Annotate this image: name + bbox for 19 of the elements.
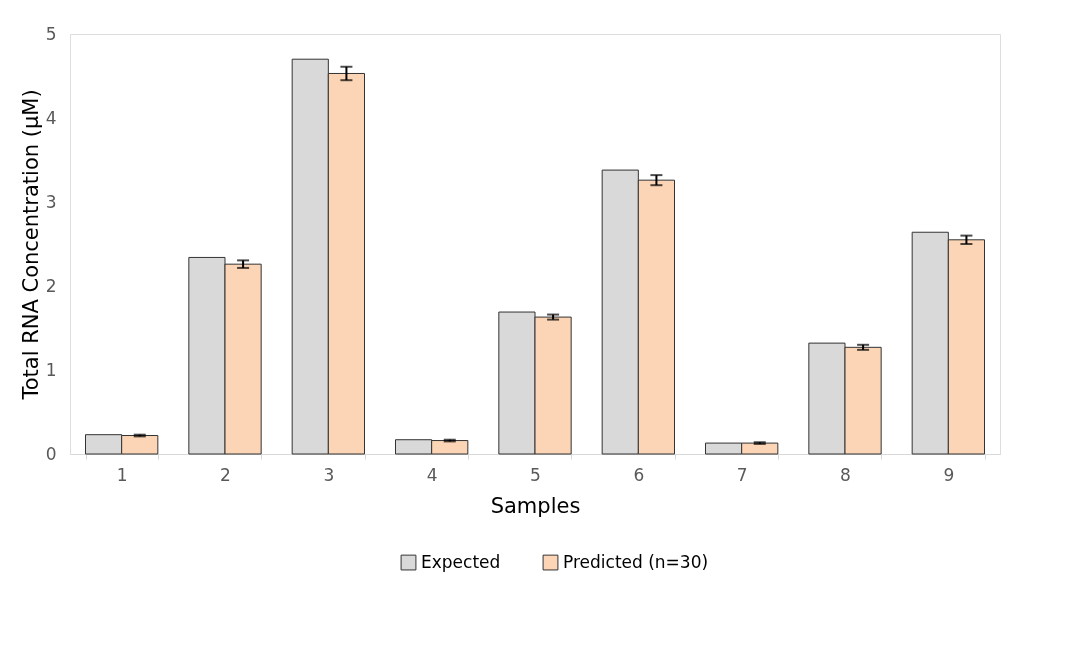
y-tick-label: 5	[45, 23, 57, 44]
y-tick-label: 0	[45, 443, 57, 464]
legend-label: Predicted (n=30)	[563, 551, 709, 572]
x-tick-label: 5	[530, 464, 541, 485]
y-tick-label: 1	[45, 359, 57, 380]
x-axis-title: Samples	[490, 493, 581, 518]
x-tick-label: 4	[426, 464, 438, 485]
y-tick-label: 3	[45, 191, 57, 212]
x-tick-label: 2	[220, 464, 231, 485]
x-tick-label: 8	[840, 464, 851, 485]
legend-label: Expected	[421, 551, 501, 572]
y-axis-title: Total RNA Concentration (µM)	[18, 89, 43, 401]
x-tick-label: 1	[116, 464, 128, 485]
y-tick-label: 4	[45, 107, 57, 128]
x-tick-label: 7	[736, 464, 748, 485]
y-tick-label: 2	[45, 275, 57, 296]
x-tick-label: 3	[323, 464, 335, 485]
x-tick-label: 6	[633, 464, 645, 485]
x-tick-label: 9	[943, 464, 955, 485]
